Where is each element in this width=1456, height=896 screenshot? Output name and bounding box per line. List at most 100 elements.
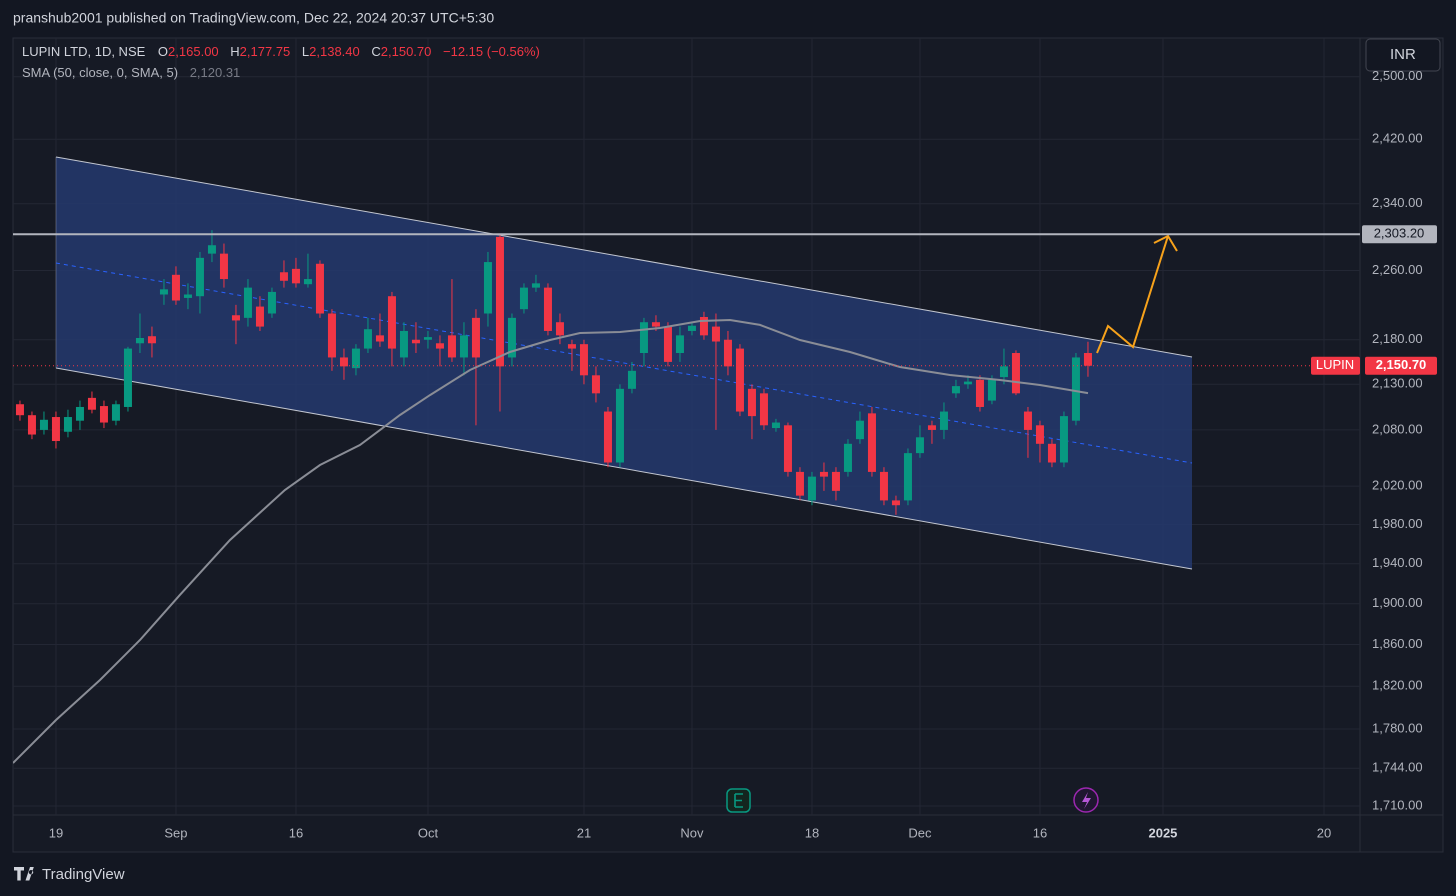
candle-body [795,471,804,496]
candle-body [495,236,504,367]
candle-body [579,344,588,376]
candle-body [435,343,444,349]
y-tick-label: 1,820.00 [1372,678,1423,693]
candle-body [939,411,948,430]
candle-body [183,294,192,298]
candle-body [507,317,516,358]
candle-body [75,406,84,421]
x-tick-label: Nov [680,825,704,840]
candle-body [267,291,276,314]
candle-body [879,471,888,501]
x-tick-label: Dec [908,825,932,840]
candle-body [279,272,288,281]
candle-body [903,453,912,501]
y-tick-label: 2,020.00 [1372,478,1423,493]
legend-row: LUPIN LTD, 1D, NSE O2,165.00 H2,177.75 L… [22,44,540,59]
candle-body [531,283,540,288]
candle-body [195,257,204,297]
candle-body [699,316,708,336]
y-tick-label: 2,180.00 [1372,331,1423,346]
candle-body [387,296,396,349]
candle-body [591,375,600,394]
currency-label: INR [1390,46,1416,63]
candle-body [447,335,456,358]
candle-body [219,253,228,280]
event-glyph [1082,792,1091,809]
y-tick-label: 1,744.00 [1372,760,1423,775]
candle-body [819,471,828,477]
y-tick-label: 2,420.00 [1372,131,1423,146]
candle-body [987,379,996,401]
candle-body [723,339,732,367]
candle-body [999,366,1008,378]
candle-body [1011,353,1020,394]
channel-upper [55,156,1193,358]
arrow-head [1153,234,1178,252]
projection-arrow [1096,235,1169,354]
overlay: 2,303.20 LUPIN 2,150.70 [13,225,1437,375]
candle-body [855,420,864,440]
candle-body [951,386,960,394]
candle-body [327,313,336,358]
candle-body [39,419,48,430]
candle-body [807,476,816,501]
candle-body [771,422,780,429]
candle-body [123,348,132,407]
x-tick-label: 16 [289,825,303,840]
x-tick-label: 16 [1033,825,1047,840]
ohlc-key: O [158,44,168,59]
candle-body [483,262,492,314]
candle-body [171,274,180,301]
x-tick-label: 18 [805,825,819,840]
candle-body [1071,357,1080,421]
drawings [726,234,1178,813]
candle-body [603,411,612,463]
candle-body [615,388,624,463]
candle-body [363,329,372,349]
x-tick-label: Sep [164,825,187,840]
candle-body [15,404,24,416]
x-tick-label: 19 [49,825,63,840]
candle-body [831,471,840,491]
last-price-box [1365,356,1437,375]
candle-body [687,325,696,331]
candle-body [519,287,528,310]
candle-body [735,348,744,412]
candle-body [1023,411,1032,430]
symbol-tag-box [1311,356,1360,375]
candle-body [747,388,756,417]
currency-button[interactable] [1365,38,1441,72]
candle-body [99,406,108,423]
candle-body [627,370,636,389]
candle-body [711,326,720,342]
ohlc-value: 2,177.75 [240,44,291,59]
candle-body [315,263,324,314]
ohlc-value: 2,165.00 [168,44,219,59]
candle-body [231,315,240,321]
candle-body [1047,443,1056,463]
x-tick-label: 21 [577,825,591,840]
candle-body [975,379,984,407]
y-tick-label: 2,080.00 [1372,421,1423,436]
ohlc-key: L [302,44,309,59]
y-tick-label: 1,980.00 [1372,516,1423,531]
candle-body [927,425,936,430]
candle-body [651,322,660,327]
channel-lower [55,367,1193,570]
candle-body [1035,425,1044,444]
candle-body [1059,416,1068,463]
candle-body [639,322,648,354]
candle-body [843,443,852,472]
last-price-label: 2,150.70 [1376,357,1427,372]
candle-body [783,425,792,472]
candle-body [459,335,468,358]
candle-body [759,393,768,426]
symbol-title: LUPIN LTD, 1D, NSE [22,44,146,59]
candle-body [147,336,156,344]
y-tick-label: 1,940.00 [1372,555,1423,570]
candle-body [399,330,408,358]
ohlc-key: C [371,44,380,59]
candle-body [375,335,384,342]
brand-name: TradingView [42,866,125,883]
